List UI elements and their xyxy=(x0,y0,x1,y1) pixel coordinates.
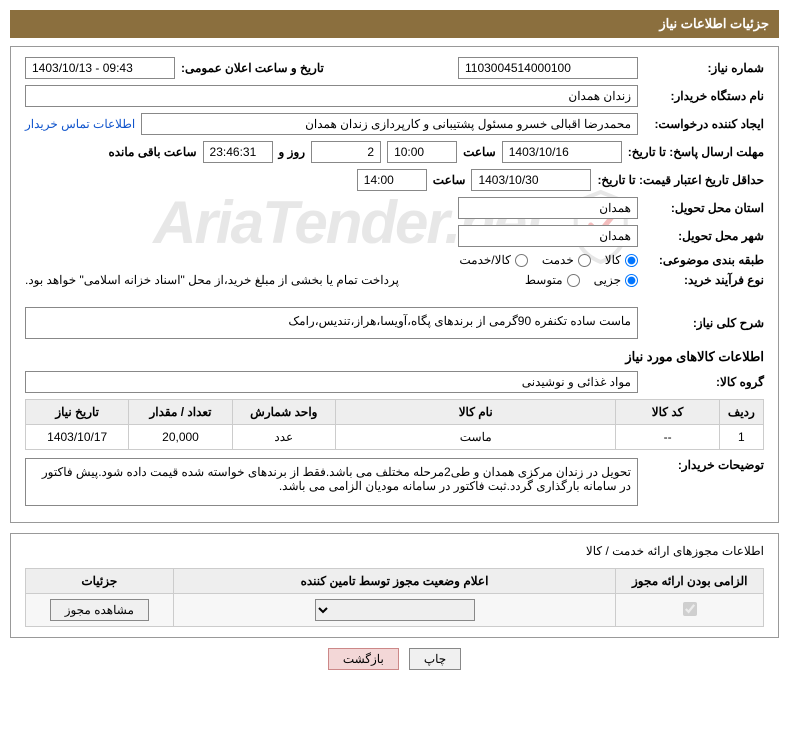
lic-col-details: جزئیات xyxy=(26,569,174,594)
goods-group-value: مواد غذائی و نوشیدنی xyxy=(25,371,638,393)
requester-label: ایجاد کننده درخواست: xyxy=(644,117,764,131)
cell-unit: عدد xyxy=(232,425,335,450)
radio-both-label: کالا/خدمت xyxy=(459,253,527,267)
col-code: کد کالا xyxy=(616,400,719,425)
license-table: الزامی بودن ارائه مجوز اعلام وضعیت مجوز … xyxy=(25,568,764,627)
buyer-value: زندان همدان xyxy=(25,85,638,107)
validity-label: حداقل تاریخ اعتبار قیمت: تا تاریخ: xyxy=(597,173,764,187)
general-desc-label: شرح کلی نیاز: xyxy=(644,316,764,330)
general-desc: ماست ساده تکنفره 90گرمی از برندهای پگاه،… xyxy=(25,307,638,339)
radio-both[interactable] xyxy=(515,254,528,267)
cell-qty: 20,000 xyxy=(129,425,232,450)
goods-table: ردیف کد کالا نام کالا واحد شمارش تعداد /… xyxy=(25,399,764,450)
buyer-notes-label: توضیحات خریدار: xyxy=(644,458,764,472)
time-label-1: ساعت xyxy=(463,145,496,159)
cell-name: ماست xyxy=(335,425,615,450)
deadline-date: 1403/10/16 xyxy=(502,141,622,163)
col-idx: ردیف xyxy=(719,400,763,425)
deadline-time: 10:00 xyxy=(387,141,457,163)
page-title: جزئیات اطلاعات نیاز xyxy=(659,16,769,31)
contact-link[interactable]: اطلاعات تماس خریدار xyxy=(25,117,135,131)
validity-date: 1403/10/30 xyxy=(471,169,591,191)
radio-goods-label: کالا xyxy=(605,253,638,267)
page-header: جزئیات اطلاعات نیاز xyxy=(10,10,779,38)
status-select[interactable] xyxy=(315,599,475,621)
subject-radios: کالا خدمت کالا/خدمت xyxy=(459,253,638,267)
col-date: تاریخ نیاز xyxy=(26,400,129,425)
city-label: شهر محل تحویل: xyxy=(644,229,764,243)
goods-section-title: اطلاعات کالاهای مورد نیاز xyxy=(25,349,764,365)
validity-time: 14:00 xyxy=(357,169,427,191)
radio-service[interactable] xyxy=(578,254,591,267)
buyer-label: نام دستگاه خریدار: xyxy=(644,89,764,103)
deadline-label: مهلت ارسال پاسخ: تا تاریخ: xyxy=(628,145,764,159)
radio-goods[interactable] xyxy=(625,254,638,267)
license-title: اطلاعات مجوزهای ارائه خدمت / کالا xyxy=(25,544,764,558)
requester-value: محمدرضا اقبالی خسرو مسئول پشتیبانی و کار… xyxy=(141,113,638,135)
lic-details-cell: مشاهده مجوز xyxy=(26,594,174,627)
purchase-type-label: نوع فرآیند خرید: xyxy=(644,273,764,287)
lic-mandatory-cell xyxy=(616,594,764,627)
city-value: همدان xyxy=(458,225,638,247)
license-row: مشاهده مجوز xyxy=(26,594,764,627)
col-qty: تعداد / مقدار xyxy=(129,400,232,425)
radio-partial-label: جزیی xyxy=(594,273,638,287)
roz-va: روز و xyxy=(279,145,306,159)
lic-col-status: اعلام وضعیت مجوز توسط تامین کننده xyxy=(173,569,616,594)
need-no-value: 1103004514000100 xyxy=(458,57,638,79)
lic-col-mandatory: الزامی بودن ارائه مجوز xyxy=(616,569,764,594)
province-label: استان محل تحویل: xyxy=(644,201,764,215)
purchase-radios: جزیی متوسط xyxy=(525,273,638,287)
back-button[interactable]: بازگشت xyxy=(328,648,399,670)
goods-group-label: گروه کالا: xyxy=(644,375,764,389)
province-value: همدان xyxy=(458,197,638,219)
view-license-button[interactable]: مشاهده مجوز xyxy=(50,599,149,621)
license-panel: اطلاعات مجوزهای ارائه خدمت / کالا الزامی… xyxy=(10,533,779,638)
time-label-2: ساعت xyxy=(433,173,466,187)
mandatory-checkbox xyxy=(683,602,697,616)
main-panel: AriaTender.net شماره نیاز: 1103004514000… xyxy=(10,46,779,523)
radio-partial[interactable] xyxy=(625,274,638,287)
lic-status-cell xyxy=(173,594,616,627)
subject-class-label: طبقه بندی موضوعی: xyxy=(644,253,764,267)
col-name: نام کالا xyxy=(335,400,615,425)
cell-date: 1403/10/17 xyxy=(26,425,129,450)
footer-buttons: چاپ بازگشت xyxy=(10,648,779,670)
radio-service-label: خدمت xyxy=(542,253,591,267)
radio-medium[interactable] xyxy=(567,274,580,287)
announce-value: 1403/10/13 - 09:43 xyxy=(25,57,175,79)
col-unit: واحد شمارش xyxy=(232,400,335,425)
cell-idx: 1 xyxy=(719,425,763,450)
cell-code: -- xyxy=(616,425,719,450)
announce-label: تاریخ و ساعت اعلان عمومی: xyxy=(181,61,324,75)
radio-medium-label: متوسط xyxy=(525,273,580,287)
buyer-notes: تحویل در زندان مرکزی همدان و طی2مرحله مخ… xyxy=(25,458,638,506)
table-row: 1 -- ماست عدد 20,000 1403/10/17 xyxy=(26,425,764,450)
need-no-label: شماره نیاز: xyxy=(644,61,764,75)
print-button[interactable]: چاپ xyxy=(409,648,461,670)
remaining-label: ساعت باقی مانده xyxy=(108,145,196,159)
countdown: 23:46:31 xyxy=(203,141,273,163)
days-remaining: 2 xyxy=(311,141,381,163)
treasury-note: پرداخت تمام یا بخشی از مبلغ خرید،از محل … xyxy=(25,273,399,287)
